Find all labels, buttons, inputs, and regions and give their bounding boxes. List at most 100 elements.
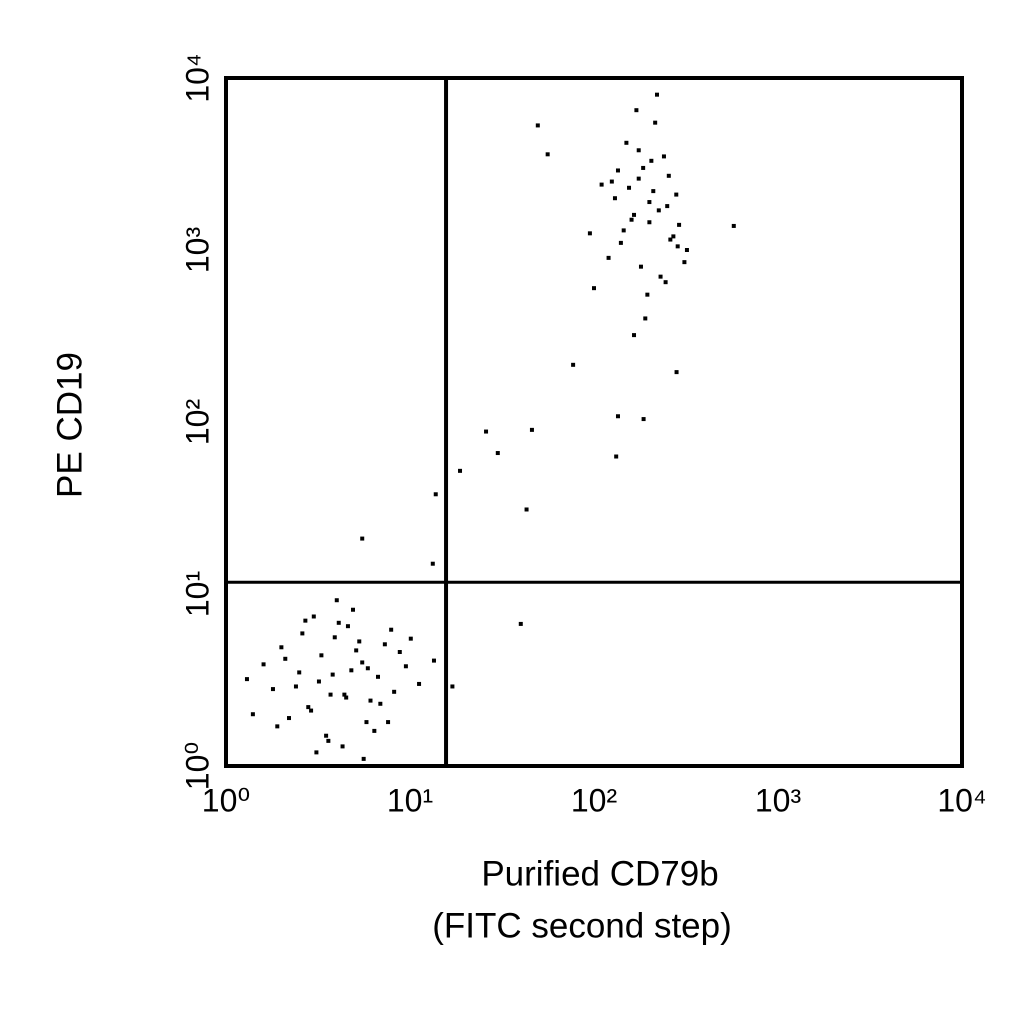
dot (324, 733, 329, 738)
dot (392, 689, 397, 694)
dot (316, 679, 321, 684)
dot (340, 744, 345, 749)
dot (458, 468, 463, 473)
dot (529, 427, 534, 432)
y-tick-label: 10³ (179, 227, 215, 274)
dot (336, 620, 341, 625)
dot (386, 720, 391, 725)
dot (632, 333, 637, 338)
dot (319, 653, 324, 658)
dot (360, 660, 365, 665)
dot (614, 454, 619, 459)
dot (627, 185, 632, 190)
dot (372, 728, 377, 733)
dot (287, 716, 292, 721)
dot (350, 607, 355, 612)
dot (658, 274, 663, 279)
y-tick-label: 10⁰ (179, 742, 215, 790)
dot (297, 670, 302, 675)
dot (638, 264, 643, 269)
dot (484, 429, 489, 434)
dot (612, 196, 617, 201)
dot (587, 231, 592, 236)
dot (647, 220, 652, 225)
dot (629, 217, 634, 222)
dot (663, 280, 668, 285)
x-tick-label: 10⁰ (202, 782, 250, 818)
dot (535, 123, 540, 128)
dot (303, 618, 308, 623)
dot (592, 286, 596, 291)
dot (283, 656, 288, 661)
dot (668, 237, 673, 242)
dot (417, 681, 422, 686)
dot (361, 756, 366, 761)
dot (349, 668, 354, 673)
dot (649, 158, 654, 163)
dot (599, 182, 604, 187)
dot (674, 192, 679, 197)
dot (609, 179, 614, 184)
dot (651, 189, 656, 194)
dot (571, 362, 576, 367)
dot (309, 708, 314, 713)
dot (300, 631, 305, 636)
plot-frame (224, 76, 964, 768)
dot (450, 684, 455, 689)
dot (403, 664, 408, 669)
dot (624, 140, 629, 145)
dot (645, 292, 650, 297)
dot (606, 255, 611, 260)
dot (408, 636, 413, 641)
dot (382, 642, 387, 647)
dot (675, 244, 680, 249)
dot (636, 176, 641, 181)
dot (342, 692, 347, 697)
dot (365, 666, 370, 671)
dot (618, 240, 623, 245)
dot (545, 152, 550, 157)
dot (293, 684, 298, 689)
dot (615, 168, 620, 173)
dot (345, 624, 350, 629)
dot (326, 738, 331, 743)
dot (314, 750, 319, 755)
dot (433, 492, 438, 497)
dot (731, 223, 736, 228)
dot (431, 658, 436, 663)
dot (364, 720, 369, 725)
dot (354, 648, 359, 653)
dot (677, 222, 682, 227)
dot (306, 705, 311, 710)
dot (334, 598, 339, 603)
dot (615, 414, 620, 419)
y-axis-label: PE CD19 (50, 352, 89, 498)
x-tick-label: 10¹ (387, 782, 433, 818)
dot (360, 536, 365, 541)
dot (684, 248, 689, 252)
dot (674, 370, 679, 375)
dot (244, 677, 249, 682)
dot (653, 120, 658, 125)
dot (330, 672, 335, 677)
dot (656, 208, 661, 213)
dot (632, 212, 637, 217)
dot (332, 635, 337, 640)
dot (261, 662, 266, 667)
dot (647, 200, 652, 205)
dot (495, 451, 500, 456)
dot (378, 701, 383, 706)
dot (643, 316, 648, 321)
dot (524, 507, 529, 512)
dot (671, 234, 676, 239)
dot (357, 639, 362, 644)
dot (682, 260, 687, 265)
dot (275, 724, 280, 729)
y-tick-label: 10² (179, 399, 215, 446)
dot (389, 627, 394, 632)
dot (270, 687, 275, 692)
dot (344, 695, 349, 700)
x-tick-label: 10³ (755, 782, 802, 818)
